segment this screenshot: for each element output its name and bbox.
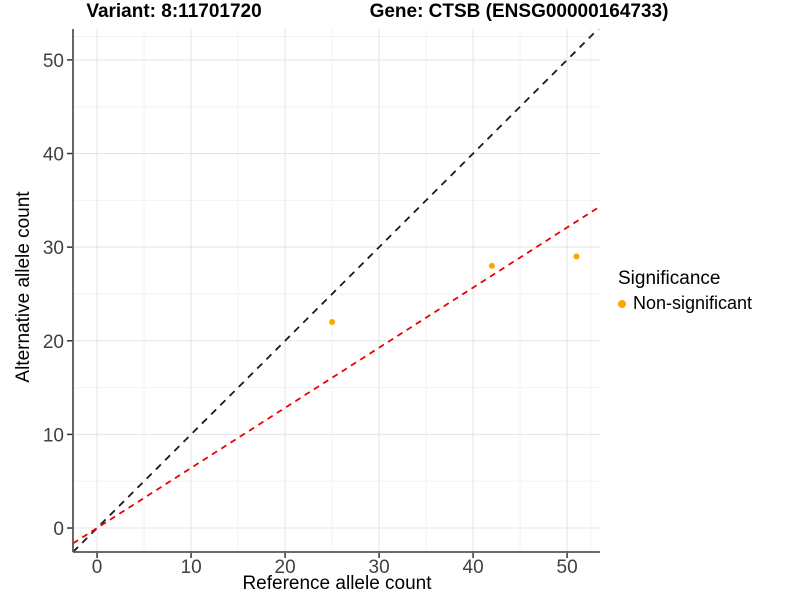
x-tick-label: 20 [275,557,296,578]
y-tick-label: 30 [43,238,64,259]
y-tick-label: 50 [43,51,64,72]
data-point [488,262,495,269]
legend-item-non-significant: Non-significant [618,293,752,314]
legend: Significance Non-significant [618,268,752,314]
legend-point-icon [618,299,626,308]
legend-title: Significance [618,268,721,289]
x-tick-label: 50 [557,557,578,578]
data-point [329,319,336,326]
y-tick-label: 40 [43,145,64,166]
fitted-ratio-line [73,205,600,545]
legend-item-label: Non-significant [633,293,753,313]
x-axis-title: Reference allele count [242,573,432,594]
x-tick-label: 30 [369,557,390,578]
y-tick-label: 10 [43,425,64,446]
x-tick-label: 40 [463,557,484,578]
y-axis-title: Alternative allele count [13,191,34,383]
variant-title: Variant: 8:11701720 [86,1,262,22]
x-tick-label: 10 [181,557,202,578]
y-tick-label: 20 [43,332,64,353]
y-tick-label: 0 [53,519,64,540]
identity-line [73,29,600,552]
data-point [573,253,580,260]
x-tick-label: 0 [92,557,103,578]
gene-title: Gene: CTSB (ENSG00000164733) [369,1,669,22]
